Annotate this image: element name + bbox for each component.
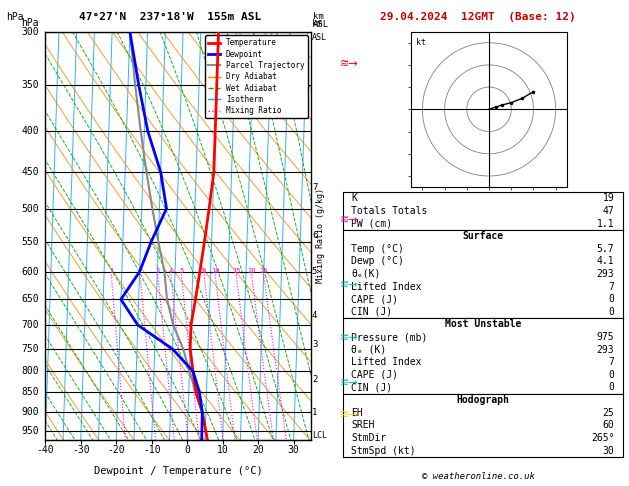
- Text: 0: 0: [608, 307, 615, 317]
- Text: 60: 60: [603, 420, 615, 430]
- Text: Lifted Index: Lifted Index: [351, 357, 421, 367]
- Text: 650: 650: [21, 295, 38, 304]
- Text: CAPE (J): CAPE (J): [351, 294, 398, 304]
- Text: θₑ(K): θₑ(K): [351, 269, 381, 279]
- Text: 293: 293: [597, 345, 615, 355]
- Text: 0: 0: [608, 370, 615, 380]
- Text: 25: 25: [603, 408, 615, 417]
- Text: 47°27'N  237°18'W  155m ASL: 47°27'N 237°18'W 155m ASL: [79, 12, 261, 22]
- Text: SREH: SREH: [351, 420, 375, 430]
- Text: 30: 30: [603, 446, 615, 455]
- Text: 2: 2: [312, 375, 317, 384]
- Text: Most Unstable: Most Unstable: [445, 319, 521, 330]
- Text: Mixing Ratio (g/kg): Mixing Ratio (g/kg): [316, 188, 325, 283]
- Text: 350: 350: [21, 80, 38, 90]
- Text: ASL: ASL: [313, 20, 329, 30]
- Text: 0: 0: [608, 294, 615, 304]
- Text: hPa: hPa: [6, 12, 24, 22]
- Text: 450: 450: [21, 167, 38, 177]
- Text: km: km: [312, 18, 322, 28]
- Text: 1: 1: [109, 268, 113, 274]
- Text: θₑ (K): θₑ (K): [351, 345, 386, 355]
- Text: 500: 500: [21, 204, 38, 213]
- Text: 7: 7: [608, 281, 615, 292]
- Text: 47: 47: [603, 206, 615, 216]
- Text: Dewpoint / Temperature (°C): Dewpoint / Temperature (°C): [94, 467, 263, 476]
- Text: 400: 400: [21, 126, 38, 136]
- Text: 950: 950: [21, 426, 38, 436]
- Text: 2: 2: [138, 268, 142, 274]
- Text: StmDir: StmDir: [351, 433, 386, 443]
- Text: 5.7: 5.7: [597, 243, 615, 254]
- Text: ≋→: ≋→: [340, 280, 359, 290]
- Text: CAPE (J): CAPE (J): [351, 370, 398, 380]
- Text: 750: 750: [21, 344, 38, 354]
- Text: 5: 5: [312, 267, 317, 276]
- Text: 7: 7: [312, 183, 317, 191]
- Text: 265°: 265°: [591, 433, 615, 443]
- Text: 29.04.2024  12GMT  (Base: 12): 29.04.2024 12GMT (Base: 12): [380, 12, 576, 22]
- Text: 4.1: 4.1: [597, 256, 615, 266]
- Text: Totals Totals: Totals Totals: [351, 206, 428, 216]
- Text: LCL: LCL: [312, 431, 327, 440]
- Text: 293: 293: [597, 269, 615, 279]
- Text: 10: 10: [211, 268, 220, 274]
- Text: kt: kt: [416, 38, 426, 47]
- Text: 1.1: 1.1: [597, 219, 615, 228]
- Text: Dewp (°C): Dewp (°C): [351, 256, 404, 266]
- Text: Temp (°C): Temp (°C): [351, 243, 404, 254]
- Text: 8: 8: [202, 268, 206, 274]
- Text: 900: 900: [21, 407, 38, 417]
- Text: 7: 7: [608, 357, 615, 367]
- Text: 6: 6: [312, 231, 317, 240]
- Text: PW (cm): PW (cm): [351, 219, 392, 228]
- Text: 4: 4: [312, 311, 317, 319]
- Text: ASL: ASL: [312, 33, 327, 42]
- Text: Lifted Index: Lifted Index: [351, 281, 421, 292]
- Text: 700: 700: [21, 320, 38, 330]
- Text: ≋→: ≋→: [340, 410, 359, 420]
- Text: 600: 600: [21, 267, 38, 277]
- Text: 19: 19: [603, 193, 615, 203]
- Text: 975: 975: [597, 332, 615, 342]
- Text: 800: 800: [21, 366, 38, 376]
- Text: Pressure (mb): Pressure (mb): [351, 332, 428, 342]
- Text: 1: 1: [312, 408, 317, 417]
- Text: K: K: [351, 193, 357, 203]
- Text: 300: 300: [21, 27, 38, 36]
- Text: 3: 3: [312, 340, 317, 349]
- Text: 20: 20: [247, 268, 256, 274]
- Text: ≋→: ≋→: [340, 59, 359, 69]
- Text: ≋→: ≋→: [340, 378, 359, 388]
- Text: © weatheronline.co.uk: © weatheronline.co.uk: [421, 472, 535, 481]
- Text: 4: 4: [169, 268, 173, 274]
- Text: hPa: hPa: [21, 17, 38, 28]
- Text: 5: 5: [179, 268, 184, 274]
- Text: EH: EH: [351, 408, 363, 417]
- Text: 3: 3: [156, 268, 160, 274]
- Text: ≋→: ≋→: [340, 214, 359, 225]
- Text: CIN (J): CIN (J): [351, 382, 392, 393]
- Text: 0: 0: [608, 382, 615, 393]
- Text: ≋→: ≋→: [340, 333, 359, 343]
- Legend: Temperature, Dewpoint, Parcel Trajectory, Dry Adiabat, Wet Adiabat, Isotherm, Mi: Temperature, Dewpoint, Parcel Trajectory…: [205, 35, 308, 118]
- Text: 850: 850: [21, 387, 38, 398]
- Text: km: km: [313, 12, 323, 21]
- Text: CIN (J): CIN (J): [351, 307, 392, 317]
- Text: 550: 550: [21, 237, 38, 246]
- Text: Hodograph: Hodograph: [456, 395, 509, 405]
- Text: StmSpd (kt): StmSpd (kt): [351, 446, 416, 455]
- Text: 25: 25: [260, 268, 268, 274]
- Text: 15: 15: [232, 268, 240, 274]
- Text: Surface: Surface: [462, 231, 503, 241]
